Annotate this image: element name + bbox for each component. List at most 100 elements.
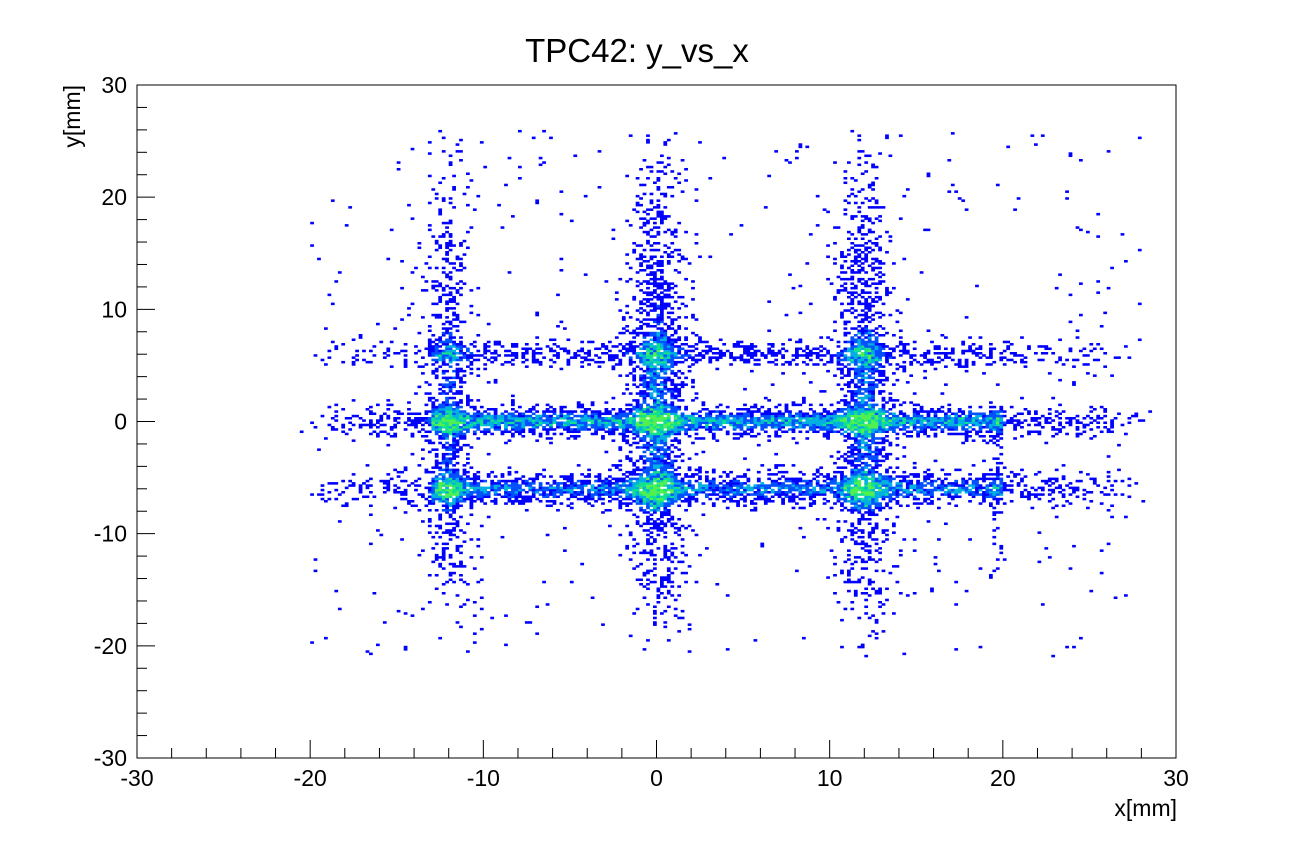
heatmap-cell <box>680 486 685 490</box>
heatmap-cell <box>708 349 713 353</box>
heatmap-cell <box>635 284 640 288</box>
heatmap-cell <box>438 300 443 303</box>
heatmap-cell <box>718 414 723 418</box>
heatmap-cell <box>660 446 664 449</box>
heatmap-cell <box>653 381 657 384</box>
heatmap-cell <box>632 500 637 503</box>
heatmap-cell <box>486 430 491 434</box>
heatmap-cell <box>653 522 657 526</box>
heatmap-cell <box>646 639 650 642</box>
heatmap-cell <box>597 150 602 153</box>
heatmap-cell <box>614 497 619 501</box>
heatmap-cell <box>365 495 370 499</box>
heatmap-cell <box>673 417 678 420</box>
heatmap-cell <box>632 208 637 211</box>
heatmap-cell <box>777 495 782 499</box>
heatmap-cell <box>608 491 612 494</box>
heatmap-cell <box>434 459 439 463</box>
heatmap-cell <box>680 551 685 555</box>
heatmap-cell <box>448 349 453 353</box>
heatmap-cell <box>431 354 436 357</box>
heatmap-cell <box>666 423 671 427</box>
heatmap-cell <box>625 497 630 501</box>
heatmap-cell <box>518 177 522 180</box>
heatmap-cell <box>528 417 533 420</box>
heatmap-cell <box>756 421 761 425</box>
heatmap-cell <box>483 502 488 505</box>
heatmap-cell <box>739 358 744 362</box>
heatmap-cell <box>660 583 664 586</box>
heatmap-cell <box>459 437 463 440</box>
heatmap-cell <box>639 421 643 425</box>
heatmap-cell <box>421 607 425 611</box>
heatmap-cell <box>632 484 637 487</box>
heatmap-cell <box>653 455 657 458</box>
heatmap-cell <box>628 470 633 474</box>
heatmap-cell <box>438 387 443 391</box>
heatmap-cell <box>493 423 498 427</box>
heatmap-cell <box>542 475 546 478</box>
heatmap-cell <box>559 423 564 427</box>
heatmap-cell <box>653 360 657 364</box>
heatmap-cell <box>545 421 550 425</box>
heatmap-cell <box>445 331 449 335</box>
heatmap-cell <box>455 347 460 351</box>
heatmap-cell <box>611 423 616 427</box>
heatmap-cell <box>483 419 488 422</box>
heatmap-cell <box>833 477 837 481</box>
heatmap-cell <box>410 432 415 436</box>
heatmap-cell <box>576 484 581 487</box>
heatmap-cell <box>840 426 844 429</box>
heatmap-cell <box>739 493 744 496</box>
heatmap-cell <box>666 304 671 308</box>
heatmap-cell <box>767 484 772 487</box>
heatmap-cell <box>656 352 661 355</box>
heatmap-cell <box>542 410 546 413</box>
heatmap-cell <box>434 239 439 243</box>
heatmap-cell <box>840 569 844 573</box>
heatmap-cell <box>840 475 844 478</box>
heatmap-cell <box>694 354 699 357</box>
heatmap-cell <box>469 426 474 429</box>
heatmap-cell <box>635 430 640 434</box>
heatmap-cell <box>670 394 675 398</box>
heatmap-cell <box>718 428 723 431</box>
heatmap-cell <box>736 502 740 505</box>
heatmap-cell <box>666 461 671 465</box>
heatmap-cell <box>663 408 668 411</box>
heatmap-cell <box>438 518 443 521</box>
heatmap-cell <box>812 473 817 476</box>
heatmap-cell <box>483 488 488 492</box>
heatmap-cell <box>462 500 467 503</box>
heatmap-cell <box>490 419 495 422</box>
heatmap-cell <box>614 419 619 422</box>
heatmap-cell <box>826 419 830 422</box>
heatmap-cell <box>812 426 817 429</box>
heatmap-cell <box>476 426 481 429</box>
heatmap-cell <box>677 394 682 398</box>
heatmap-cell <box>590 596 595 600</box>
heatmap-cell <box>763 410 768 413</box>
heatmap-cell <box>639 325 643 328</box>
heatmap-cell <box>476 421 481 425</box>
heatmap-cell <box>711 432 716 436</box>
heatmap-cell <box>639 446 643 449</box>
heatmap-cell <box>434 313 439 317</box>
heatmap-cell <box>531 428 536 431</box>
heatmap-cell <box>770 484 775 487</box>
heatmap-cell <box>687 482 692 485</box>
heatmap-cell <box>400 538 404 541</box>
heatmap-cell <box>628 347 633 351</box>
heatmap-cell <box>476 491 481 494</box>
heatmap-cell <box>646 392 650 395</box>
heatmap-cell <box>587 340 591 344</box>
heatmap-cell <box>680 159 685 162</box>
heatmap-cell <box>476 334 481 337</box>
heatmap-cell <box>427 601 432 604</box>
heatmap-cell <box>472 419 477 422</box>
heatmap-cell <box>791 497 796 501</box>
heatmap-cell <box>663 421 668 425</box>
heatmap-cell <box>621 491 626 494</box>
heatmap-cell <box>736 408 740 411</box>
heatmap-cell <box>625 439 630 442</box>
